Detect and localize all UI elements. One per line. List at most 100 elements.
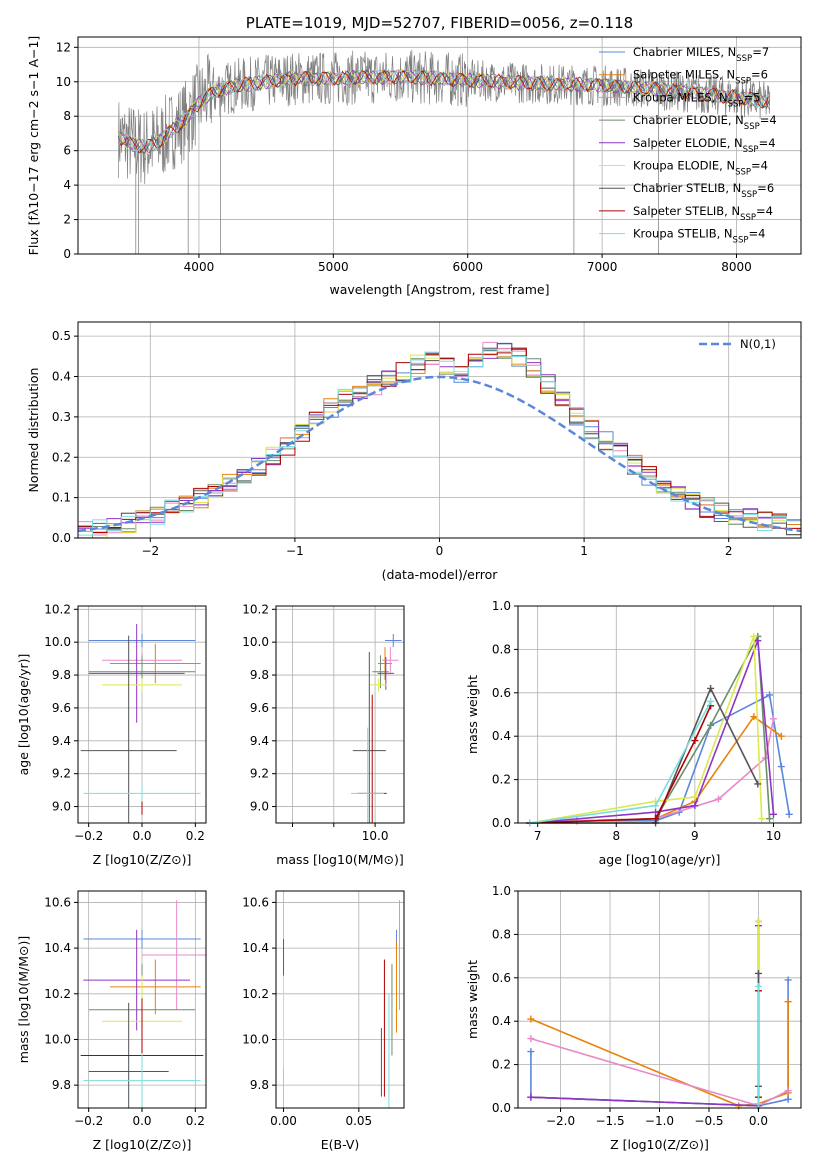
gaussian-curve — [78, 375, 801, 533]
x-tick-label: −2 — [141, 544, 159, 558]
x-tick-label: −1.5 — [595, 1114, 624, 1128]
x-tick-label: 8 — [612, 829, 620, 843]
y-axis-label: mass weight — [465, 675, 480, 754]
weight-marker — [766, 815, 774, 823]
x-axis-label: E(B-V) — [321, 1137, 360, 1152]
errorbar-plot — [351, 633, 402, 823]
y-axis-label: mass weight — [465, 960, 480, 1039]
y-tick-label: 9.0 — [250, 800, 269, 814]
errorbar-plot — [80, 900, 206, 1108]
y-tick-label: 9.8 — [250, 668, 269, 682]
legend-entry: Chabrier MILES, NSSP=7 — [633, 45, 769, 64]
weight-marker — [691, 793, 699, 801]
x-tick-label: 0.0 — [132, 829, 151, 843]
x-tick-label: 5000 — [318, 260, 349, 274]
y-tick-label: 0.2 — [492, 1058, 511, 1072]
y-tick-label: 10.2 — [44, 987, 71, 1001]
weight-marker — [527, 1035, 535, 1043]
y-tick-label: 0.4 — [52, 370, 71, 384]
y-tick-label: 0.6 — [492, 971, 511, 985]
weight-marker — [652, 802, 660, 810]
x-tick-label: −0.5 — [694, 1114, 723, 1128]
weight-marker — [750, 632, 758, 640]
weight-series-4 — [529, 640, 775, 824]
weight-marker — [784, 1095, 792, 1103]
weight-marker — [707, 721, 715, 729]
y-tick-label: 9.6 — [52, 701, 71, 715]
weight-marker — [750, 713, 758, 721]
y-tick-label: 9.8 — [250, 1078, 269, 1092]
y-tick-label: 0.8 — [492, 642, 511, 656]
y-tick-label: 0.8 — [492, 927, 511, 941]
weight-marker — [784, 1087, 792, 1095]
x-axis-label: (data-model)/error — [382, 567, 499, 582]
model-spectrum-4 — [118, 69, 771, 154]
weight-marker — [707, 697, 715, 705]
weight-marker — [784, 998, 792, 1006]
axes-frame — [77, 36, 802, 255]
x-tick-label: 7000 — [587, 260, 618, 274]
x-tick-label: 0.2 — [186, 1114, 205, 1128]
y-tick-label: 10.0 — [242, 635, 269, 649]
x-tick-label: −0.2 — [74, 1114, 103, 1128]
axes-frame — [275, 890, 405, 1109]
weight-series-3 — [530, 921, 760, 1107]
x-tick-label: 0.05 — [345, 1114, 372, 1128]
weight-series-4 — [530, 925, 760, 1107]
y-tick-label: 10.6 — [44, 895, 71, 909]
weight-series-2 — [529, 718, 775, 824]
x-tick-label: 6000 — [452, 260, 483, 274]
errorbar-plot — [80, 624, 201, 823]
y-tick-label: 0.2 — [52, 450, 71, 464]
y-tick-label: 9.8 — [52, 668, 71, 682]
weight-marker — [754, 969, 762, 977]
weight-marker — [652, 808, 660, 816]
y-axis-label: age [log10(age/yr)] — [16, 654, 31, 776]
weight-marker — [754, 982, 762, 990]
x-tick-label: 1 — [580, 544, 588, 558]
x-tick-label: −1 — [286, 544, 304, 558]
x-axis-label: Z [log10(Z/Z⊙)] — [93, 852, 192, 867]
y-axis-label: Flux [fλ10−17 erg cm−2 s−1 A−1] — [26, 36, 41, 256]
y-tick-label: 0.2 — [492, 773, 511, 787]
x-tick-label: 0.0 — [749, 1114, 768, 1128]
y-tick-label: 0.1 — [52, 491, 71, 505]
weight-series-7 — [529, 705, 712, 824]
y-tick-label: 0.0 — [492, 1101, 511, 1115]
weight-marker — [777, 763, 785, 771]
weight-marker — [769, 715, 777, 723]
weight-marker — [707, 684, 715, 692]
weight-marker — [784, 976, 792, 984]
observed-spectrum — [117, 49, 771, 184]
legend-entry: Chabrier STELIB, NSSP=6 — [633, 181, 774, 200]
y-tick-label: 9.2 — [250, 767, 269, 781]
spectrum-plot — [117, 49, 771, 254]
x-axis-label: mass [log10(M/M⊙)] — [276, 852, 404, 867]
axes-frame — [517, 605, 802, 824]
legend-entry: Salpeter ELODIE, NSSP=4 — [633, 136, 776, 155]
y-tick-label: 0.4 — [492, 1014, 511, 1028]
legend-entry: N(0,1) — [740, 337, 776, 351]
histogram-plot — [78, 341, 801, 538]
histogram-series-8 — [78, 348, 801, 538]
legend-entry: Kroupa ELODIE, NSSP=4 — [633, 159, 768, 178]
weight-marker — [754, 637, 762, 645]
weight-marker — [527, 1093, 535, 1101]
weight-marker — [754, 917, 762, 925]
y-tick-label: 10.6 — [242, 895, 269, 909]
x-axis-label: age [log10(age/yr)] — [599, 852, 721, 867]
y-tick-label: 2 — [63, 213, 71, 227]
y-tick-label: 9.4 — [52, 734, 71, 748]
y-tick-label: 12 — [56, 40, 71, 54]
y-tick-label: 10.0 — [44, 1032, 71, 1046]
weight-marker — [754, 1100, 762, 1108]
x-tick-label: 4000 — [184, 260, 215, 274]
x-tick-label: −1.0 — [645, 1114, 674, 1128]
y-tick-label: 9.6 — [250, 701, 269, 715]
weight-series-0 — [529, 693, 790, 824]
y-axis-label: Normed distribution — [26, 368, 41, 493]
weight-marker — [769, 810, 777, 818]
y-tick-label: 9.4 — [250, 734, 269, 748]
y-tick-label: 10.0 — [242, 1032, 269, 1046]
